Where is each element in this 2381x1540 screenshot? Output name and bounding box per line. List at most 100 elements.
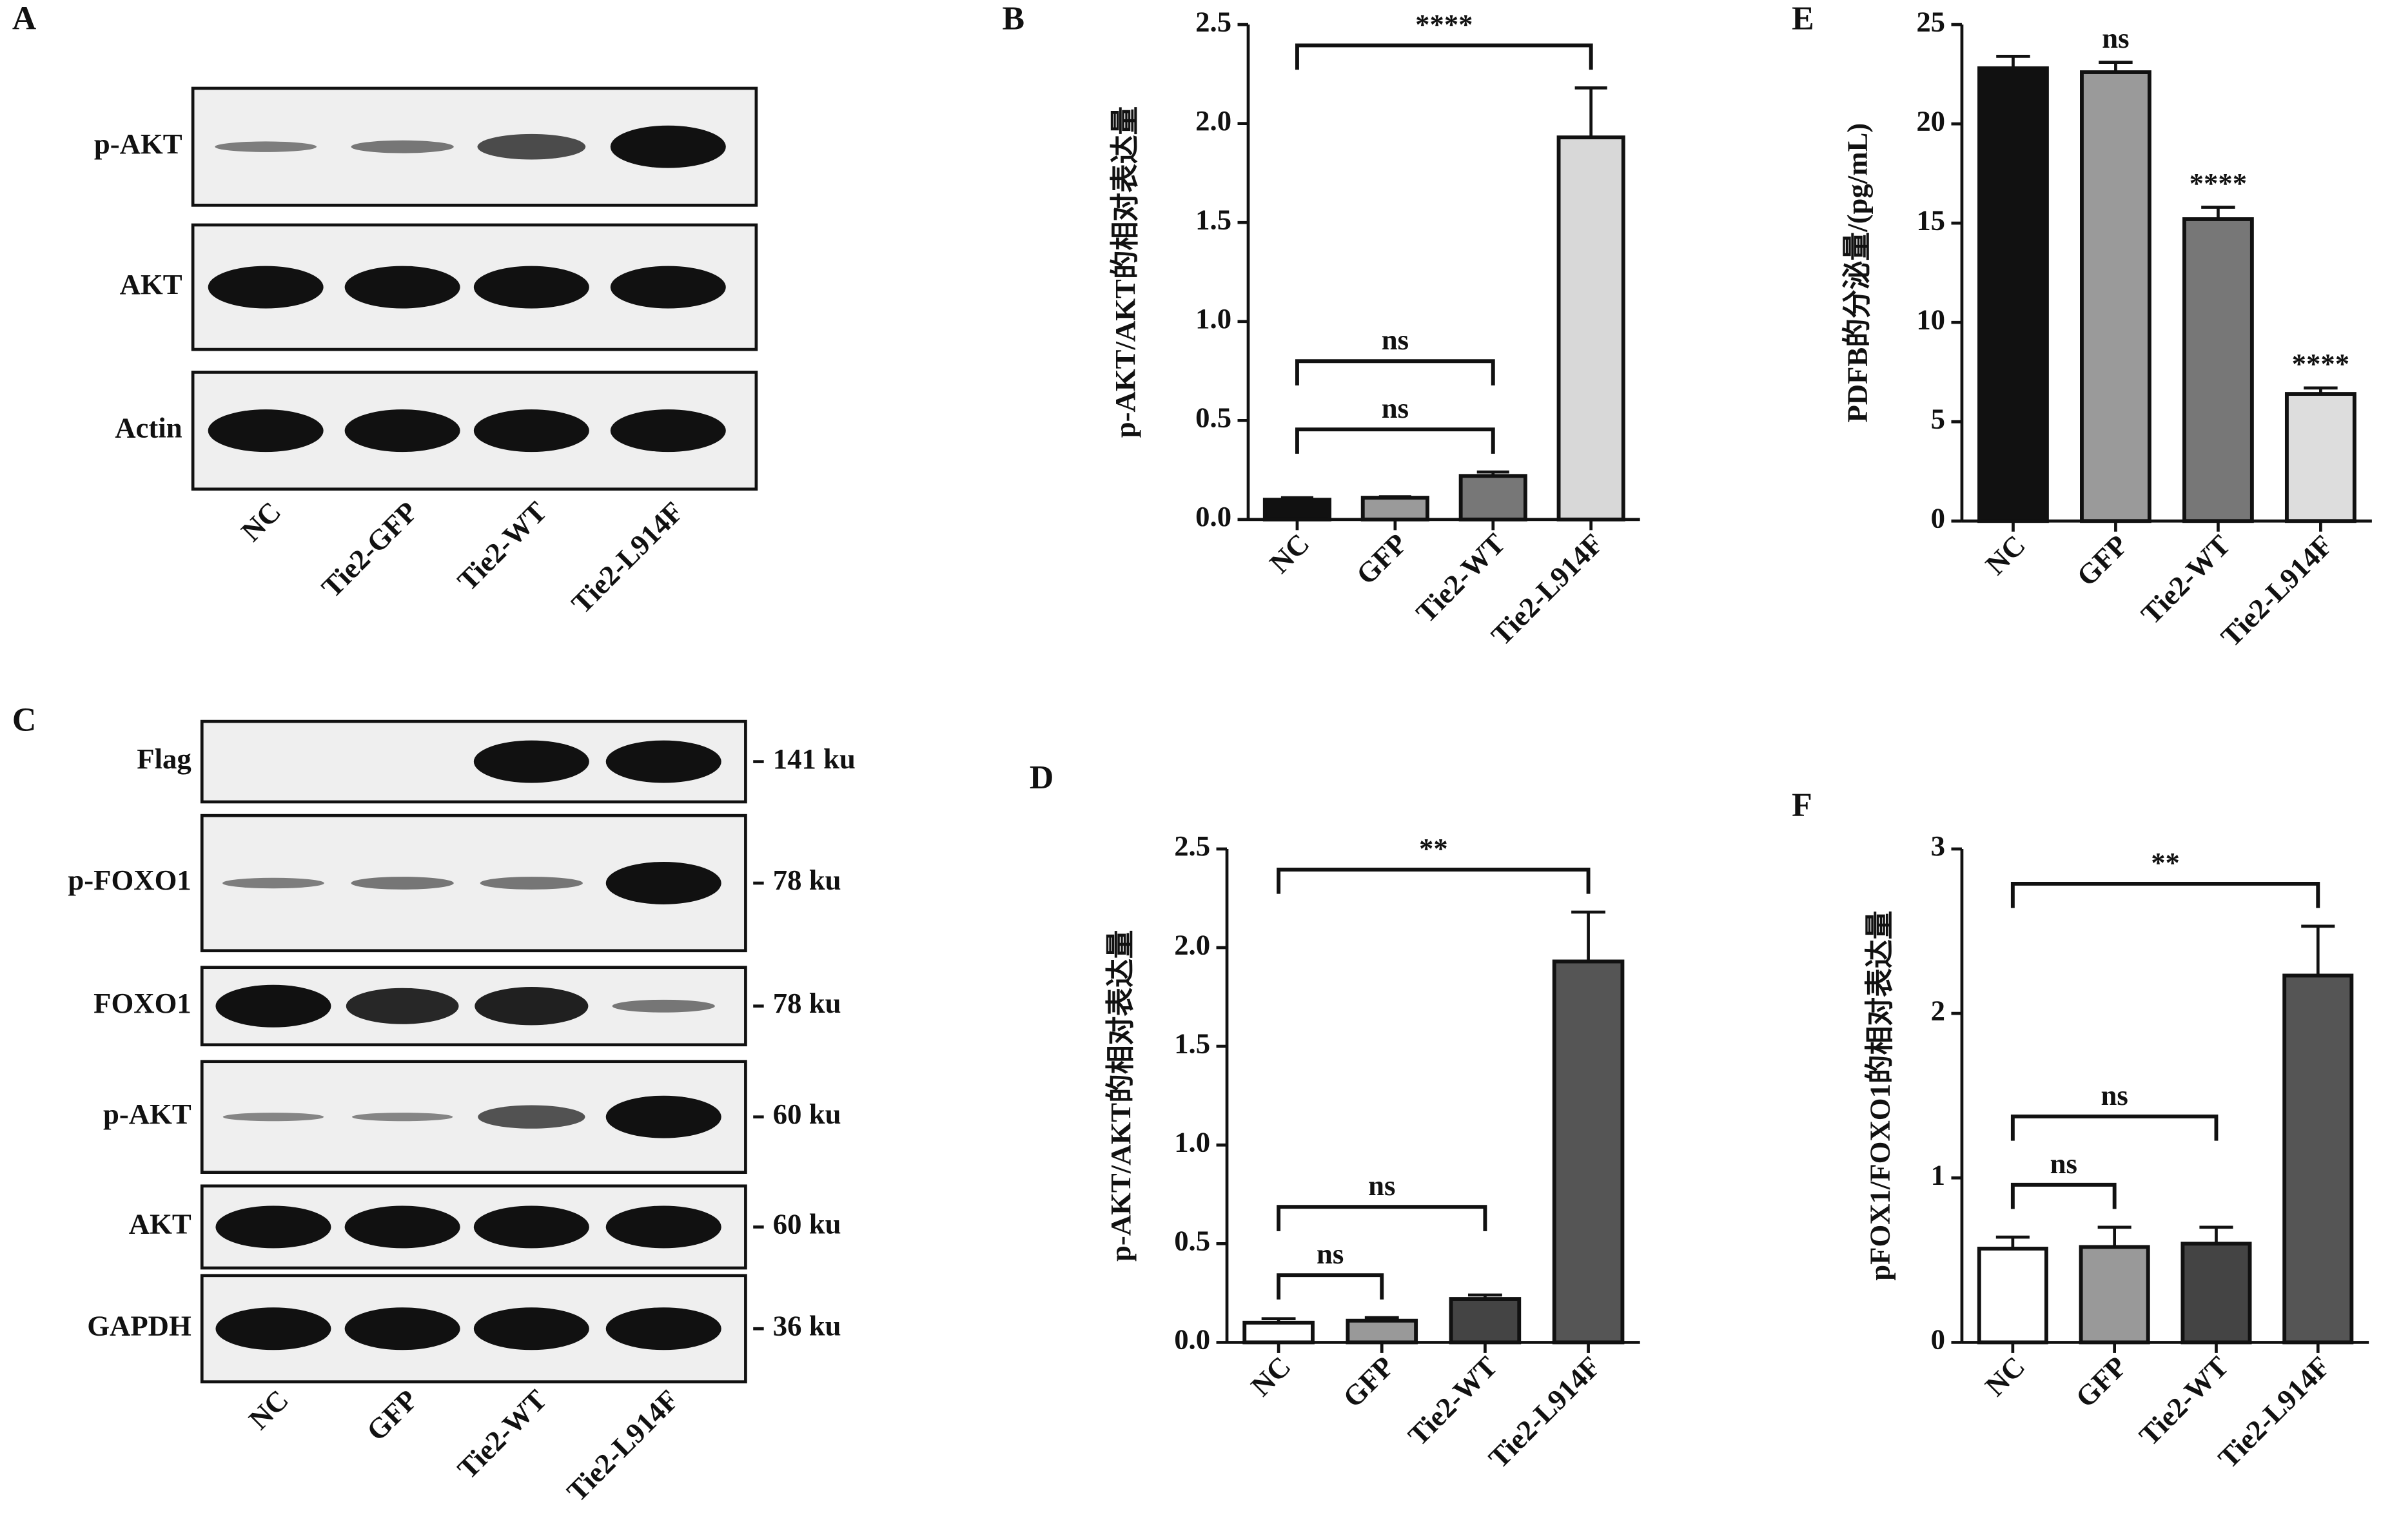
blot-row-label: p-AKT: [94, 128, 182, 160]
panel-letter: C: [12, 701, 36, 738]
significance-label: ns: [1382, 392, 1409, 424]
blot-band: [605, 740, 721, 783]
x-tick-label: GFP: [2070, 529, 2134, 592]
y-tick-label: 25: [1916, 5, 1945, 37]
blot-band: [612, 999, 715, 1013]
bar: [1977, 66, 2049, 523]
blot-band: [344, 409, 460, 453]
blot-lane-label: Tie2-WT: [451, 1383, 553, 1485]
blot-band: [477, 133, 586, 160]
significance-bracket: [2010, 1182, 2117, 1209]
bar: [2282, 973, 2354, 1345]
bar: [2284, 392, 2357, 523]
significance-bracket: [1295, 359, 1495, 385]
blot-row-label: p-FOXO1: [68, 864, 191, 896]
significance-label: ns: [1368, 1169, 1395, 1202]
y-tick-label: 0.5: [1195, 402, 1231, 434]
blot-row-label: p-AKT: [103, 1098, 191, 1130]
x-tick-label: NC: [1979, 1350, 2031, 1402]
x-tick-label: GFP: [2070, 1350, 2133, 1414]
blot-size-label: 141 ku: [773, 743, 856, 775]
blot-lane-label: GFP: [360, 1383, 424, 1447]
y-tick-label: 0.5: [1174, 1225, 1210, 1257]
x-tick-label: NC: [1263, 527, 1315, 580]
x-tick-label: NC: [1245, 1350, 1297, 1402]
significance-label: ****: [2292, 347, 2349, 380]
significance-label: ns: [1382, 324, 1409, 356]
significance-label: ns: [2102, 22, 2129, 54]
x-tick-label: GFP: [1350, 527, 1414, 591]
y-tick-label: 0.0: [1174, 1323, 1210, 1356]
blot-lane-label: Tie2-GFP: [315, 495, 424, 603]
x-tick-label: GFP: [1337, 1350, 1400, 1414]
y-tick-label: 0.0: [1195, 500, 1231, 532]
blot-band: [605, 1205, 721, 1249]
blot-band: [344, 1205, 460, 1249]
y-axis-label: p-AKT/AKT的相对表达量: [1104, 930, 1137, 1261]
blot-band: [605, 861, 721, 904]
y-tick-label: 2.5: [1195, 5, 1231, 37]
blot-band: [351, 1113, 453, 1122]
y-tick-label: 15: [1916, 204, 1945, 236]
y-axis-label: p-AKT/AKT的相对表达量: [1109, 106, 1141, 438]
blot-lane-label: NC: [242, 1383, 295, 1436]
y-tick-label: 10: [1916, 303, 1945, 335]
blot-band: [208, 266, 324, 309]
bar: [1346, 1318, 1418, 1345]
bar: [1242, 1320, 1315, 1345]
panel-letter: F: [1792, 786, 1812, 823]
blot-band: [473, 740, 589, 783]
blot-band: [610, 409, 726, 453]
blot-row-label: AKT: [129, 1208, 191, 1240]
x-tick-label: Tie2-WT: [2135, 529, 2237, 630]
significance-bracket: [2010, 1114, 2219, 1141]
blot-lane-label: Tie2-WT: [451, 495, 553, 597]
y-tick-label: 1.5: [1195, 203, 1231, 235]
bar: [1977, 1247, 2048, 1345]
blot-row-label: Actin: [115, 411, 182, 443]
y-axis-label: PDFB的分泌量/(pg/mL): [1841, 123, 1873, 423]
bar: [1552, 959, 1625, 1345]
blot-band: [605, 1307, 721, 1350]
y-axis-label: pFOX1/FOXO1的相对表达量: [1864, 911, 1896, 1281]
panel-letter: E: [1792, 0, 1814, 37]
bar: [1556, 135, 1625, 521]
blot-band: [473, 266, 589, 309]
blot-band: [610, 266, 726, 309]
blot-band: [473, 409, 589, 453]
y-tick-label: 2.5: [1174, 830, 1210, 862]
significance-bracket: [1295, 427, 1495, 454]
blot-size-label: 36 ku: [773, 1309, 841, 1341]
blot-band: [351, 140, 454, 153]
significance-bracket: [1277, 868, 1591, 894]
y-tick-label: 20: [1916, 104, 1945, 137]
x-tick-label: NC: [1979, 529, 2032, 581]
significance-bracket: [1277, 1273, 1384, 1300]
blot-band: [605, 1095, 721, 1138]
significance-label: ****: [2190, 167, 2247, 199]
y-tick-label: 2.0: [1195, 104, 1231, 137]
blot-lane-label: Tie2-L914F: [560, 1383, 685, 1508]
panel-letter: A: [12, 0, 37, 37]
blot-band: [478, 1105, 585, 1129]
bar: [2182, 217, 2254, 523]
blot-row-label: Flag: [137, 743, 191, 775]
bar: [1458, 474, 1527, 521]
significance-label: ns: [2050, 1147, 2077, 1180]
bar: [1262, 498, 1332, 521]
blot-size-label: 78 ku: [773, 987, 841, 1019]
blot-band: [215, 141, 317, 152]
blot-lane-label: NC: [235, 495, 287, 547]
blot-band: [222, 877, 324, 889]
blot-row-label: FOXO1: [93, 987, 191, 1019]
y-tick-label: 1.0: [1195, 302, 1231, 335]
blot-band: [480, 877, 583, 890]
bar: [1360, 496, 1429, 521]
blot-band: [344, 1307, 460, 1350]
blot-size-label: 78 ku: [773, 864, 841, 896]
significance-bracket: [1295, 43, 1593, 70]
y-tick-label: 0: [1931, 502, 1945, 534]
blot-row-label: GAPDH: [87, 1309, 191, 1341]
significance-bracket: [2010, 882, 2320, 908]
